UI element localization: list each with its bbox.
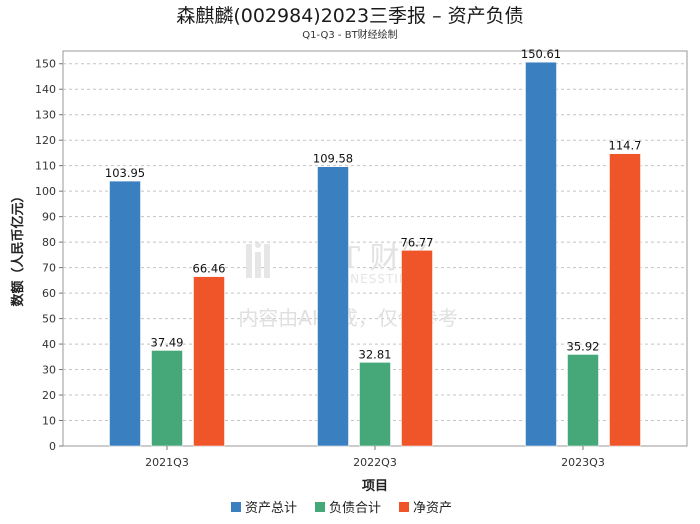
legend-label: 资产总计 bbox=[245, 501, 297, 516]
y-tick-label: 50 bbox=[42, 313, 56, 326]
bar-value-label: 103.95 bbox=[105, 166, 145, 180]
y-tick-label: 10 bbox=[42, 415, 56, 428]
y-tick-label: 40 bbox=[42, 338, 56, 351]
bar-value-label: 76.77 bbox=[401, 235, 434, 249]
legend-swatch bbox=[231, 502, 241, 512]
y-tick-label: 30 bbox=[42, 364, 56, 377]
legend-swatch bbox=[315, 502, 325, 512]
bars bbox=[109, 61, 641, 447]
x-axis-ticks: 2021Q3 2022Q3 2023Q3 bbox=[145, 446, 605, 469]
bar-value-label: 150.61 bbox=[521, 47, 561, 61]
x-tick-label: 2022Q3 bbox=[353, 456, 397, 469]
bar-2023Q3-2 bbox=[609, 153, 641, 447]
bar-2023Q3-1 bbox=[567, 354, 599, 447]
bar-value-label: 35.92 bbox=[567, 339, 600, 353]
bar-2021Q3-1 bbox=[151, 350, 183, 447]
bar-value-label: 32.81 bbox=[359, 347, 392, 361]
legend-label: 负债合计 bbox=[329, 501, 381, 516]
bar-2022Q3-1 bbox=[359, 362, 391, 447]
chart-title: 森麒麟(002984)2023三季报 – 资产负债 bbox=[176, 5, 523, 27]
y-axis-label: 数额（人民币亿元） bbox=[10, 189, 26, 306]
bar-2022Q3-2 bbox=[401, 250, 433, 447]
x-tick-label: 2023Q3 bbox=[561, 456, 605, 469]
bar-value-label: 66.46 bbox=[193, 262, 226, 276]
x-axis-label: 项目 bbox=[362, 479, 388, 494]
bar-2021Q3-2 bbox=[193, 276, 225, 447]
y-tick-label: 110 bbox=[35, 160, 56, 173]
y-tick-label: 100 bbox=[35, 185, 56, 198]
bar-value-label: 109.58 bbox=[313, 152, 353, 166]
bar-value-label: 114.7 bbox=[609, 139, 642, 153]
y-tick-label: 0 bbox=[49, 440, 56, 453]
y-tick-label: 60 bbox=[42, 287, 56, 300]
legend-swatch bbox=[399, 502, 409, 512]
y-tick-label: 150 bbox=[35, 58, 56, 71]
y-tick-label: 120 bbox=[35, 134, 56, 147]
y-tick-label: 80 bbox=[42, 236, 56, 249]
y-axis-ticks: 0 10 20 30 40 50 60 70 80 90 100 110 120 130 140 150 bbox=[35, 58, 63, 453]
x-tick-label: 2021Q3 bbox=[145, 456, 189, 469]
y-tick-label: 20 bbox=[42, 389, 56, 402]
chart-subtitle: Q1-Q3 - BT财经绘制 bbox=[302, 28, 397, 41]
legend-label: 净资产 bbox=[413, 501, 452, 516]
data-labels: 103.95 37.49 66.46 109.58 32.81 76.77 150.61 35… bbox=[105, 47, 642, 361]
bar-2023Q3-0 bbox=[525, 61, 557, 447]
y-tick-label: 130 bbox=[35, 109, 56, 122]
y-tick-label: 70 bbox=[42, 262, 56, 275]
watermark-logo-icon bbox=[246, 242, 270, 278]
y-tick-label: 140 bbox=[35, 83, 56, 96]
bar-2021Q3-0 bbox=[109, 180, 141, 447]
bar-2022Q3-0 bbox=[317, 166, 349, 447]
y-tick-label: 90 bbox=[42, 211, 56, 224]
legend: 资产总计 负债合计 净资产 bbox=[231, 501, 452, 516]
bar-value-label: 37.49 bbox=[151, 335, 184, 349]
